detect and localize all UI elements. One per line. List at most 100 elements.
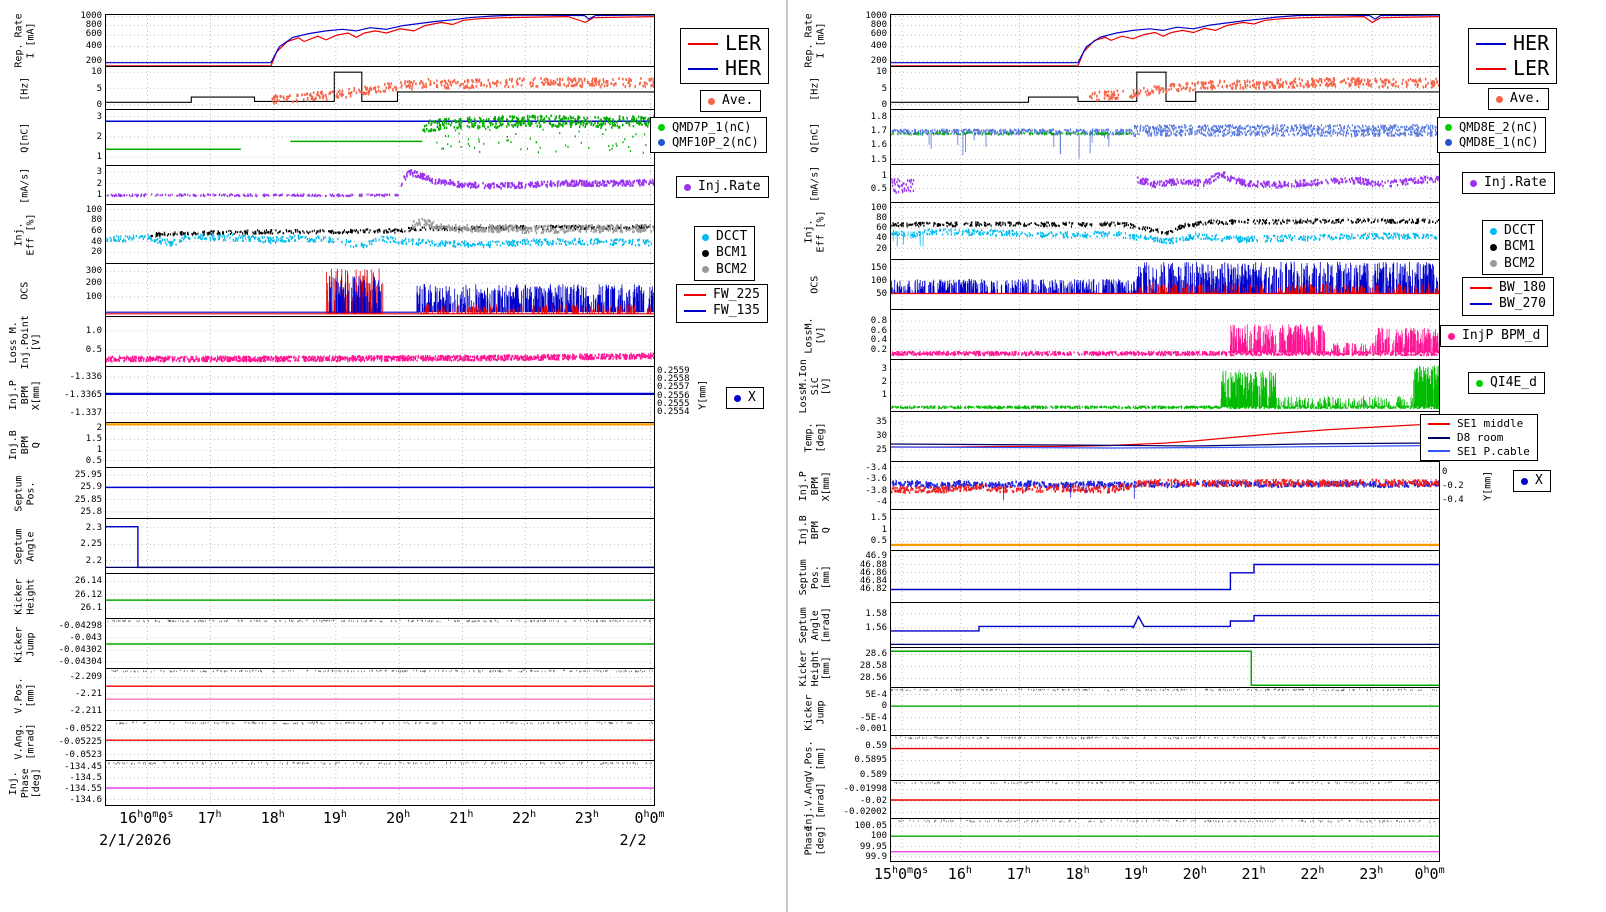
canvas-charge <box>891 110 1439 164</box>
legend-item-qmf10p-2-nc-: QMF10P_2(nC) <box>658 135 759 150</box>
legend-item-inj-rate: Inj.Rate <box>684 179 761 195</box>
subplot-septum-pos <box>105 468 655 519</box>
y-tick-temp-2: 25 <box>876 445 887 455</box>
legend-left-fw-225: FW_225 FW_135 <box>676 284 768 323</box>
legend-item-bcm2: BCM2 <box>1490 256 1535 272</box>
y-tick-v-pos-2: -2.211 <box>69 705 102 716</box>
legend-label: QMD8E_2(nC) <box>1459 120 1539 134</box>
y-tick-right-injp-bpm-x-0: 0 <box>1442 466 1448 477</box>
y-axis-label-v-pos: V.Pos. [mm] <box>2 669 48 721</box>
y-tick-ocs-2: 100 <box>85 291 102 302</box>
y-tick-inj-bpm-q-2: 1 <box>96 445 102 455</box>
subplot-inj-eff <box>890 203 1440 260</box>
y-axis-label-text: OCS <box>809 275 821 295</box>
y-axis-label-injp-bpm-x: Inj.P BPM X[mm] <box>2 367 48 423</box>
legend-label: Ave. <box>722 93 754 108</box>
y-tick-inj-phase-2: -134.55 <box>64 783 102 794</box>
date-label-left-0: 2/1/2026 <box>99 831 172 849</box>
legend-dot-marker-icon <box>1470 179 1477 187</box>
legend-right-x: X <box>1513 470 1551 493</box>
y-tick-right-injp-bpm-x-2: -0.4 <box>1442 495 1464 506</box>
y-tick-injp-bpm-x-0: -1.336 <box>69 372 102 383</box>
canvas-kicker-jump <box>106 619 654 668</box>
y-tick-current-2: 600 <box>870 29 887 40</box>
y-tick-current-2: 600 <box>85 29 102 40</box>
y-tick-v-ang-0: -0.01998 <box>843 784 887 795</box>
canvas-inj-eff <box>106 205 654 263</box>
y-tick-charge-2: 1 <box>96 152 102 163</box>
canvas-current <box>891 15 1439 66</box>
y-axis-label-text: Phase [deg] <box>803 825 826 856</box>
legend-left-dcct: DCCT BCM1 BCM2 <box>694 226 756 281</box>
legend-item-ave-: Ave. <box>1496 91 1541 107</box>
legend-dot-marker-icon <box>1476 379 1483 387</box>
y-tick-septum-pos-1: 25.9 <box>80 482 102 493</box>
y-tick-v-ang-1: -0.02 <box>859 795 887 806</box>
legend-left-x: X <box>726 387 764 410</box>
y-tick-kicker-height-2: 26.1 <box>80 603 102 614</box>
y-tick-temp-0: 35 <box>876 417 887 427</box>
subplot-injp-bpm-x <box>105 367 655 423</box>
y-axis-label-text: Temp. [deg] <box>803 421 826 453</box>
y-tick-kicker-jump-3: -0.04304 <box>58 657 102 667</box>
legend-label: DCCT <box>1504 223 1536 238</box>
y-tick-inj-eff-4: 20 <box>876 243 887 254</box>
y-tick-inj-eff-3: 40 <box>876 233 887 244</box>
y-axis-label-text: Rep. Rate I [mA] <box>13 13 37 68</box>
y-tick-kicker-height-0: 26.14 <box>74 576 102 587</box>
legend-item-bw-270: BW_270 <box>1470 296 1546 312</box>
legend-line-marker-icon <box>688 67 718 70</box>
y-tick-ocs-1: 200 <box>85 278 102 289</box>
y-tick-kicker-height-1: 28.58 <box>859 661 887 672</box>
x-tick-left-0: 16h0m0s <box>119 809 174 827</box>
y-tick-charge-0: 1.8 <box>870 111 887 122</box>
y-tick-rep-rate-0: 10 <box>876 67 887 78</box>
y-tick-kicker-jump-0: 5E-4 <box>865 689 887 700</box>
y-tick-v-pos-2: 0.589 <box>859 769 887 780</box>
y-tick-ocs-2: 50 <box>876 289 887 299</box>
y-tick-sic-1: 2 <box>881 377 887 388</box>
legend-left-ler: LER HER <box>680 28 770 84</box>
canvas-inj-rate <box>891 165 1439 202</box>
x-tick-right-3: 18h <box>1065 865 1090 883</box>
y-tick-lossm-3: 0.2 <box>870 344 887 355</box>
y-axis-label-septum-angle: Septum Angle <box>2 519 48 574</box>
y-tick-v-pos-1: -2.21 <box>74 688 102 699</box>
y-tick-kicker-height-1: 26.12 <box>74 589 102 600</box>
y-axis-label-text: Rep. Rate I [mA] <box>803 13 827 68</box>
legend-item-inj-rate: Inj.Rate <box>1470 175 1547 191</box>
y-tick-septum-pos-3: 25.8 <box>80 506 102 517</box>
canvas-ocs <box>106 264 654 316</box>
legend-label: BCM1 <box>716 245 748 261</box>
legend-item-bw-180: BW_180 <box>1470 280 1546 296</box>
y-tick-v-pos-0: -2.209 <box>69 672 102 683</box>
y-tick-injp-bpm-x-2: -3.8 <box>865 485 887 496</box>
canvas-kicker-height <box>891 648 1439 687</box>
y-tick-charge-3: 1.5 <box>870 154 887 165</box>
legend-label: LER <box>1513 56 1550 80</box>
subplot-kicker-jump <box>105 619 655 669</box>
legend-label: QMF10P_2(nC) <box>672 135 759 149</box>
subplot-septum-angle <box>105 519 655 574</box>
legend-label: D8 room <box>1457 430 1504 444</box>
y-tick-rep-rate-2: 0 <box>96 99 102 110</box>
y-tick-current-1: 800 <box>870 19 887 30</box>
y-tick-injp-bpm-x-0: -3.4 <box>865 462 887 473</box>
canvas-phase <box>891 819 1439 861</box>
y-axis-label-rep-rate: [Hz] <box>2 67 48 110</box>
legend-line-marker-icon <box>1476 67 1506 70</box>
x-tick-left-1: 17h <box>197 809 222 827</box>
legend-line-marker-icon <box>1470 303 1492 306</box>
y-tick-charge-0: 3 <box>96 111 102 122</box>
y-tick-kicker-jump-1: -0.043 <box>69 633 102 643</box>
x-tick-left-4: 20h <box>386 809 411 827</box>
legend-dot-marker-icon <box>658 139 665 146</box>
y-tick-inj-eff-2: 60 <box>91 225 102 236</box>
y-axis-label-inj-bpm-q: Inj.B BPM Q <box>2 423 48 468</box>
x-tick-right-5: 20h <box>1182 865 1207 883</box>
y-tick-right-injp-bpm-x-1: 0.2558 <box>657 374 690 385</box>
y-tick-temp-1: 30 <box>876 431 887 441</box>
legend-right-her: HER LER <box>1468 28 1558 84</box>
legend-line-marker-icon <box>1470 287 1492 290</box>
